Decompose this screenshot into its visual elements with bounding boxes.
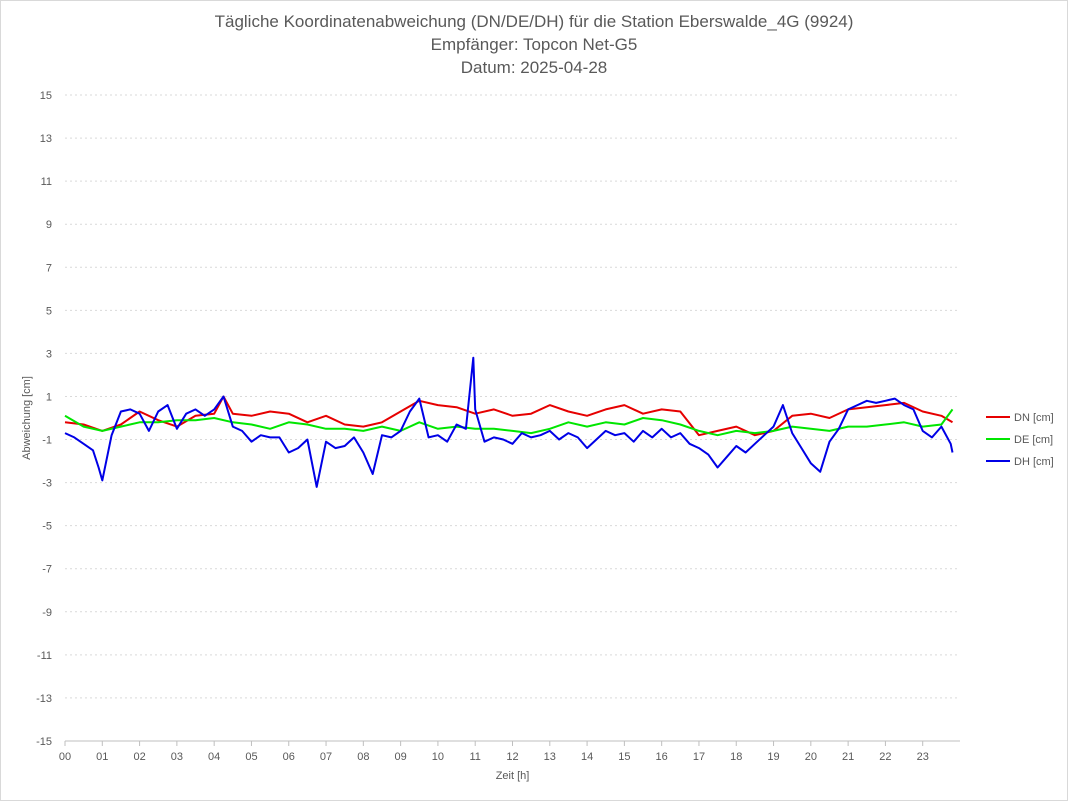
y-tick-label: -3	[42, 478, 52, 490]
y-tick-label: 1	[46, 391, 52, 403]
y-tick-label: -15	[36, 736, 52, 748]
x-tick-label: 19	[767, 751, 779, 763]
x-tick-label: 03	[171, 751, 183, 763]
y-tick-label: 15	[40, 90, 52, 102]
legend-label: DN [cm]	[1014, 412, 1054, 424]
y-tick-label: 5	[46, 305, 52, 317]
x-tick-label: 16	[656, 751, 668, 763]
x-tick-label: 20	[805, 751, 817, 763]
x-axis-title: Zeit [h]	[496, 770, 530, 782]
series-line-de	[64, 408, 954, 437]
x-tick-label: 10	[432, 751, 444, 763]
y-tick-label: 3	[46, 348, 52, 360]
legend-label: DE [cm]	[1014, 434, 1053, 446]
x-tick-label: 12	[506, 751, 518, 763]
x-tick-label: 05	[245, 751, 257, 763]
x-tick-label: 22	[879, 751, 891, 763]
y-tick-label: -9	[42, 607, 52, 619]
y-tick-label: 13	[40, 133, 52, 145]
y-axis-tick-labels: 15 13 11 9 7 5 3 1 -1 -3 -5 -7 -9 -11 -13 -15	[36, 90, 52, 748]
x-tick-label: 06	[283, 751, 295, 763]
y-tick-label: 7	[46, 262, 52, 274]
x-tick-label: 21	[842, 751, 854, 763]
x-tick-label: 07	[320, 751, 332, 763]
x-tick-label: 11	[469, 751, 480, 763]
x-tick-label: 17	[693, 751, 705, 763]
x-tick-label: 00	[59, 751, 71, 763]
chart-title: Tägliche Koordinatenabweichung (DN/DE/DH…	[214, 12, 854, 31]
x-tick-label: 04	[208, 751, 220, 763]
x-tick-label: 01	[96, 751, 108, 763]
chart-subtitle-date: Datum: 2025-04-28	[460, 58, 608, 77]
legend-label: DH [cm]	[1014, 456, 1054, 468]
series-line-dn	[64, 395, 954, 437]
y-tick-label: -11	[37, 650, 52, 662]
y-tick-label: -13	[36, 693, 52, 705]
x-tick-label: 23	[917, 751, 929, 763]
y-tick-label: 11	[41, 176, 52, 188]
x-tick-label: 13	[544, 751, 556, 763]
x-tick-label: 18	[730, 751, 742, 763]
y-tick-label: -1	[42, 435, 52, 447]
y-axis-title: Abweichung [cm]	[21, 376, 33, 460]
x-tick-label: 02	[133, 751, 145, 763]
x-tick-label: 14	[581, 751, 593, 763]
grid-lines	[65, 94, 960, 699]
legend: DN [cm] DE [cm] DH [cm]	[986, 412, 1054, 468]
y-tick-label: 9	[46, 219, 52, 231]
y-tick-label: -7	[42, 564, 52, 576]
series-lines	[64, 356, 954, 488]
x-tick-label: 08	[357, 751, 369, 763]
chart-subtitle-receiver: Empfänger: Topcon Net-G5	[430, 35, 638, 54]
series-line-dh	[64, 356, 954, 488]
x-tick-label: 15	[618, 751, 630, 763]
x-tick-label: 09	[395, 751, 407, 763]
y-tick-label: -5	[42, 521, 52, 533]
x-axis-tick-labels: 00 01 02 03 04 05 06 07 08 09 10 11 12 13 14 15 16 17 18 19…	[59, 741, 929, 763]
